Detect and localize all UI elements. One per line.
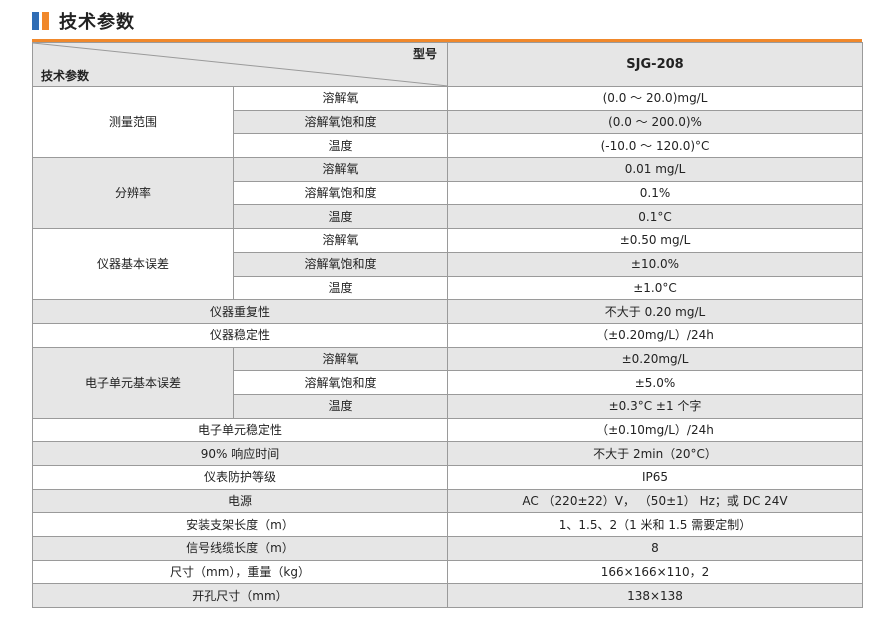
table-row: 测量范围 溶解氧 (0.0 ～ 20.0)mg/L: [32, 85, 863, 159]
spec-table: 型号 技术参数 SJG-208 测量范围 溶解氧 (0.0 ～ 20.0)mg/…: [32, 42, 863, 609]
table-row: 仪器重复性 不大于 0.20 mg/L: [32, 299, 863, 324]
row-label: 开孔尺寸（mm）: [32, 583, 448, 609]
value-cell: 1、1.5、2（1 米和 1.5 需要定制）: [447, 512, 863, 538]
value-cell: 0.01 mg/L: [447, 157, 863, 182]
value-cell: (0.0 ～ 20.0)mg/L: [447, 86, 863, 111]
sub-label: 溶解氧: [233, 346, 448, 372]
value-cell: （±0.10mg/L）/24h: [447, 417, 863, 443]
value-cell: ±1.0°C: [447, 275, 863, 301]
table-row: 信号线缆长度（m） 8: [32, 536, 863, 561]
section-header: 技术参数: [32, 8, 135, 34]
table-row: 仪器基本误差 溶解氧 ±0.50 mg/L: [32, 228, 863, 301]
value-cell: 8: [447, 536, 863, 561]
table-row: 仪表防护等级 IP65: [32, 465, 863, 490]
value-cell: ±0.20mg/L: [447, 346, 863, 372]
value-cell: ±10.0%: [447, 251, 863, 277]
corner-header-cell: 型号 技术参数: [32, 42, 448, 87]
table-row: 电子单元基本误差 溶解氧 ±0.20mg/L: [32, 346, 863, 419]
sub-label: 温度: [233, 393, 448, 419]
table-row: 温度 ±0.3°C ±1 个字: [33, 393, 863, 419]
value-cell: 0.1%: [447, 180, 863, 206]
table-row: 温度 ±1.0°C: [33, 275, 863, 301]
value-cell: ±5.0%: [447, 370, 863, 395]
row-label: 仪器稳定性: [32, 322, 448, 348]
corner-model-label: 型号: [412, 47, 437, 61]
section-marker-icon: [32, 12, 49, 30]
table-row: 温度 (-10.0 ～ 120.0)°C: [33, 133, 863, 159]
row-label: 电子单元稳定性: [32, 417, 448, 443]
table-row: 尺寸（mm），重量（kg） 166×166×110，2: [32, 559, 863, 585]
sub-label: 温度: [233, 133, 448, 159]
table-row: 溶解氧饱和度 (0.0 ～ 200.0)%: [33, 109, 863, 135]
value-cell: （±0.20mg/L）/24h: [447, 322, 863, 348]
table-row: 温度 0.1°C: [33, 204, 863, 230]
sub-label: 溶解氧: [233, 228, 448, 253]
section-title: 技术参数: [59, 12, 135, 33]
row-label: 仪表防护等级: [32, 465, 448, 490]
value-cell: (-10.0 ～ 120.0)°C: [447, 133, 863, 159]
table-row: 仪器稳定性 （±0.20mg/L）/24h: [32, 322, 863, 348]
table-row: 90% 响应时间 不大于 2min（20°C）: [32, 441, 863, 466]
value-cell: 0.1°C: [447, 204, 863, 230]
row-label: 尺寸（mm），重量（kg）: [32, 559, 448, 585]
value-cell: 不大于 0.20 mg/L: [447, 299, 863, 324]
sub-label: 溶解氧饱和度: [233, 180, 448, 206]
value-cell: AC （220±22）V， （50±1） Hz；或 DC 24V: [447, 488, 863, 514]
table-row: 溶解氧饱和度 ±5.0%: [33, 370, 863, 395]
value-cell: 166×166×110，2: [447, 559, 863, 585]
diagonal-line: [33, 43, 448, 86]
sub-label: 温度: [233, 204, 448, 230]
row-label: 电源: [32, 488, 448, 514]
value-cell: 138×138: [447, 583, 863, 609]
corner-params-label: 技术参数: [41, 69, 90, 83]
table-row: 分辨率 溶解氧 0.01 mg/L: [32, 157, 863, 230]
sub-label: 溶解氧: [233, 86, 448, 111]
sub-label: 溶解氧饱和度: [233, 251, 448, 277]
table-row: 电源 AC （220±22）V， （50±1） Hz；或 DC 24V: [32, 488, 863, 514]
row-label: 90% 响应时间: [32, 441, 448, 466]
table-header-row: 型号 技术参数 SJG-208: [32, 42, 863, 87]
group-label: 测量范围: [32, 85, 234, 159]
value-cell: IP65: [447, 465, 863, 490]
row-label: 安装支架长度（m）: [32, 512, 448, 538]
value-cell: ±0.50 mg/L: [447, 228, 863, 253]
table-row: 开孔尺寸（mm） 138×138: [32, 583, 863, 609]
group-label: 分辨率: [32, 157, 234, 230]
row-label: 仪器重复性: [32, 299, 448, 324]
sub-label: 温度: [233, 275, 448, 301]
value-cell: (0.0 ～ 200.0)%: [447, 109, 863, 135]
sub-label: 溶解氧饱和度: [233, 370, 448, 395]
sub-label: 溶解氧饱和度: [233, 109, 448, 135]
row-label: 信号线缆长度（m）: [32, 536, 448, 561]
table-row: 电子单元稳定性 （±0.10mg/L）/24h: [32, 417, 863, 443]
group-label: 仪器基本误差: [32, 228, 234, 301]
table-row: 溶解氧饱和度 0.1%: [33, 180, 863, 206]
header-divider: [32, 39, 862, 42]
table-row: 溶解氧饱和度 ±10.0%: [33, 251, 863, 277]
group-label: 电子单元基本误差: [32, 346, 234, 419]
value-cell: ±0.3°C ±1 个字: [447, 393, 863, 419]
sub-label: 溶解氧: [233, 157, 448, 182]
model-header: SJG-208: [447, 42, 863, 87]
value-cell: 不大于 2min（20°C）: [447, 441, 863, 466]
table-row: 安装支架长度（m） 1、1.5、2（1 米和 1.5 需要定制）: [32, 512, 863, 538]
